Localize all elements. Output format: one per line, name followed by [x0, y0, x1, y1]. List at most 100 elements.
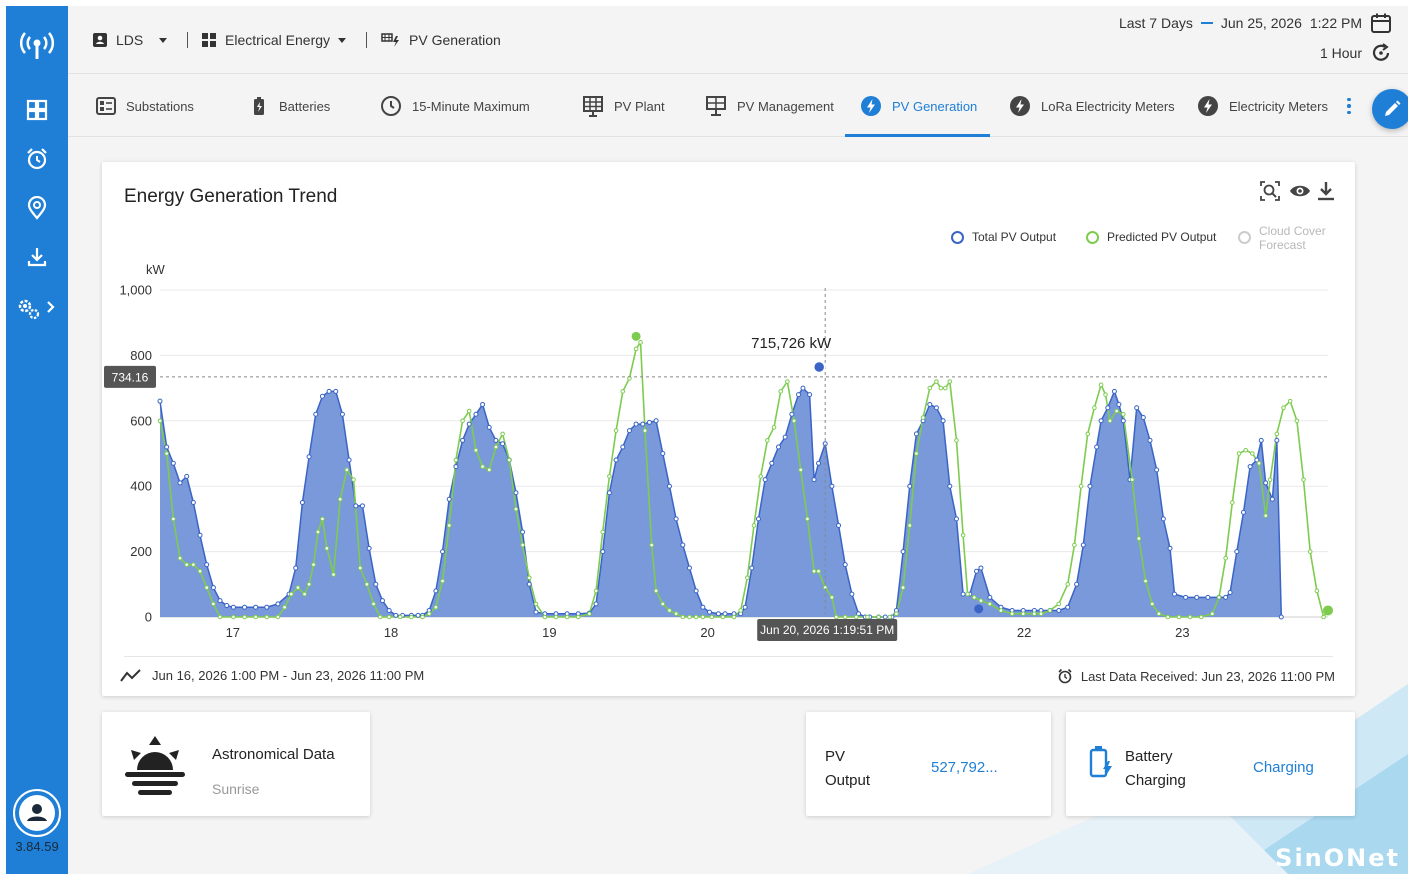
data-point-predicted [876, 614, 881, 620]
data-point-total [157, 398, 163, 404]
sidebar-item-map[interactable] [6, 188, 68, 228]
lightning-icon [861, 96, 881, 116]
data-point-total [686, 565, 692, 571]
interval-display[interactable]: 1 Hour [1319, 45, 1362, 61]
x-tick-label: 20 [700, 625, 714, 640]
data-point-total [707, 609, 713, 615]
data-point-predicted [351, 477, 356, 482]
data-point-predicted [805, 516, 810, 522]
data-point-total [326, 388, 332, 394]
highlight-point-predicted-end [1323, 605, 1333, 616]
astronomical-data-card[interactable]: Astronomical Data Sunrise [102, 712, 370, 816]
data-point-total [299, 500, 305, 506]
card-divider [124, 656, 1333, 657]
tab-pv-generation[interactable]: PV Generation [860, 75, 977, 137]
calendar-icon[interactable] [1370, 12, 1392, 34]
data-point-total [359, 503, 365, 509]
sidebar-home-logo[interactable] [6, 18, 68, 74]
data-point-predicted [1156, 611, 1162, 617]
site-badge-icon [93, 33, 107, 47]
category-selector[interactable]: Electrical Energy [201, 30, 347, 50]
tab-label: LoRa Electricity Meters [1041, 98, 1175, 114]
sidebar-item-alarms[interactable] [6, 139, 68, 179]
tab-15-minute-maximum[interactable]: 15-Minute Maximum [380, 75, 530, 137]
data-point-predicted [397, 614, 403, 620]
pv-management-icon [706, 96, 726, 116]
energy-chart[interactable]: kW02004006008001,00017181920212223734.16… [102, 162, 1355, 652]
series-area-total-pv-output [160, 388, 1282, 617]
data-point-predicted [420, 614, 425, 620]
tab-pv-plant[interactable]: PV Plant [582, 75, 665, 137]
data-point-predicted [1056, 601, 1062, 607]
data-point-predicted [791, 418, 797, 424]
data-point-predicted [638, 340, 643, 345]
legend-predicted-pv-output[interactable]: Predicted PV Output [1086, 230, 1216, 244]
user-avatar-icon [19, 795, 55, 831]
data-point-total [1274, 437, 1280, 443]
data-point-predicted [331, 572, 336, 577]
data-point-predicted [709, 614, 715, 620]
pv-output-card[interactable]: PV Output 527,792... [806, 712, 1051, 816]
data-point-predicted [693, 614, 699, 620]
refresh-interval-icon[interactable] [1370, 42, 1392, 64]
data-point-total [1240, 509, 1246, 515]
data-point-total [849, 591, 855, 597]
sidebar-item-dashboard[interactable] [6, 90, 68, 130]
more-tabs-icon[interactable] [1340, 94, 1358, 118]
data-range-footer: Jun 16, 2026 1:00 PM - Jun 23, 2026 11:0… [120, 668, 424, 683]
data-point-total [693, 588, 699, 594]
breadcrumb-current-page: PV Generation [381, 30, 501, 50]
y-tick-label: 0 [145, 610, 152, 625]
data-point-total [769, 460, 775, 466]
data-point-total [1263, 480, 1269, 486]
zoom-icon[interactable] [1259, 180, 1281, 202]
battery-status-value: Charging [1253, 759, 1314, 776]
site-label: LDS [116, 32, 144, 48]
data-point-total [460, 437, 466, 443]
data-point-total [1116, 401, 1122, 407]
data-point-predicted [1230, 500, 1235, 505]
data-point-predicted [1092, 405, 1097, 411]
data-point-total [600, 549, 606, 555]
data-point-total [306, 454, 312, 460]
y-axis-unit-label: kW [146, 262, 166, 277]
pencil-icon [1385, 100, 1401, 116]
eye-icon[interactable] [1289, 180, 1311, 202]
legend-label: Cloud Cover Forecast [1259, 224, 1326, 252]
data-point-total [1134, 405, 1140, 411]
user-avatar-button[interactable] [13, 789, 61, 837]
pv-output-title-line1: PV [825, 748, 846, 765]
data-point-predicted [486, 467, 492, 473]
download-icon[interactable] [1315, 180, 1337, 202]
data-point-predicted [371, 601, 376, 607]
data-point-total [486, 424, 492, 430]
date-range-display[interactable]: Last 7 Days Jun 25, 2026 1:22 PM [1119, 15, 1362, 31]
tab-lora-electricity-meters[interactable]: LoRa Electricity Meters [1009, 75, 1175, 137]
data-point-total [526, 581, 532, 587]
tab-electricity-meters[interactable]: Electricity Meters [1197, 75, 1328, 137]
sidebar-item-download[interactable] [6, 237, 68, 277]
tab-pv-management[interactable]: PV Management [705, 75, 834, 137]
sidebar-item-settings[interactable] [6, 288, 68, 328]
data-point-predicted [157, 418, 163, 424]
data-point-predicted [1098, 382, 1104, 388]
data-point-total [533, 609, 539, 615]
data-point-predicted [466, 408, 472, 414]
data-point-predicted [649, 542, 654, 548]
data-point-total [313, 411, 319, 417]
y-tick-label: 1,000 [119, 283, 152, 298]
legend-total-pv-output[interactable]: Total PV Output [951, 230, 1056, 244]
tab-label: Batteries [279, 98, 331, 114]
battery-charging-card[interactable]: Battery Charging Charging [1066, 712, 1355, 816]
data-point-predicted [171, 516, 176, 522]
site-selector[interactable]: LDS [92, 30, 168, 50]
data-point-predicted [1263, 513, 1269, 518]
edit-button[interactable] [1372, 89, 1408, 129]
data-point-predicted [527, 575, 532, 581]
data-point-predicted [1198, 614, 1204, 620]
tab-substations[interactable]: Substations [96, 75, 194, 137]
data-point-total [275, 601, 281, 607]
data-point-predicted [620, 389, 626, 394]
tab-batteries[interactable]: Batteries [249, 75, 330, 137]
legend-cloud-cover-forecast[interactable]: Cloud Cover Forecast [1238, 224, 1331, 252]
